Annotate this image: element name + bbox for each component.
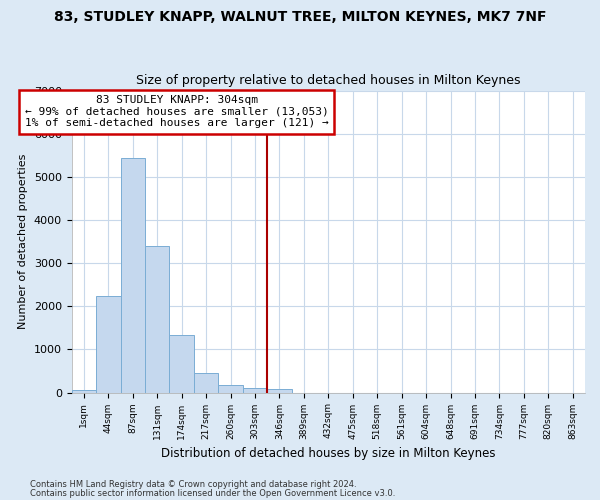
- Bar: [121, 158, 145, 392]
- Bar: [145, 246, 169, 392]
- Bar: [71, 390, 96, 392]
- Bar: [96, 296, 121, 392]
- Text: 83 STUDLEY KNAPP: 304sqm
← 99% of detached houses are smaller (13,053)
1% of sem: 83 STUDLEY KNAPP: 304sqm ← 99% of detach…: [25, 96, 329, 128]
- Text: 83, STUDLEY KNAPP, WALNUT TREE, MILTON KEYNES, MK7 7NF: 83, STUDLEY KNAPP, WALNUT TREE, MILTON K…: [54, 10, 546, 24]
- Bar: [218, 385, 243, 392]
- Bar: [169, 336, 194, 392]
- Y-axis label: Number of detached properties: Number of detached properties: [18, 154, 28, 330]
- Title: Size of property relative to detached houses in Milton Keynes: Size of property relative to detached ho…: [136, 74, 521, 87]
- Text: Contains HM Land Registry data © Crown copyright and database right 2024.: Contains HM Land Registry data © Crown c…: [30, 480, 356, 489]
- Bar: [194, 373, 218, 392]
- Text: Contains public sector information licensed under the Open Government Licence v3: Contains public sector information licen…: [30, 488, 395, 498]
- X-axis label: Distribution of detached houses by size in Milton Keynes: Distribution of detached houses by size …: [161, 447, 496, 460]
- Bar: [243, 388, 267, 392]
- Bar: [267, 389, 292, 392]
